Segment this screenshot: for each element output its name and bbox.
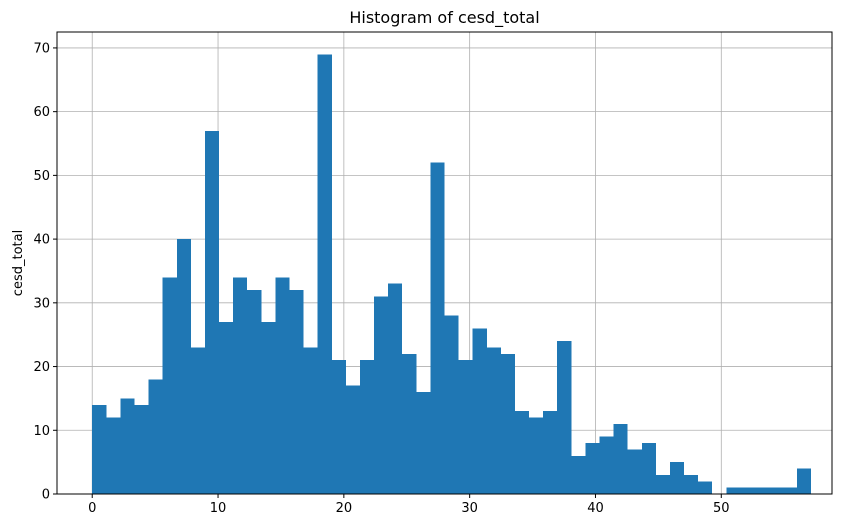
histogram-bar xyxy=(430,162,445,495)
y-axis-label: cesd_total xyxy=(11,230,26,296)
histogram-bar xyxy=(120,398,135,494)
histogram-bars xyxy=(92,54,811,495)
histogram-bar xyxy=(740,487,755,494)
histogram-bar xyxy=(500,353,515,494)
x-tick-label: 40 xyxy=(587,501,604,516)
histogram-bar xyxy=(641,443,656,494)
histogram-bar xyxy=(726,487,741,494)
histogram-bar xyxy=(486,347,501,494)
histogram-bar xyxy=(557,341,572,494)
histogram-bar xyxy=(585,443,600,494)
histogram-bar xyxy=(754,487,769,494)
x-axis-ticks: 0 10 20 30 40 50 xyxy=(88,494,730,516)
histogram-bar xyxy=(458,360,473,494)
x-tick-label: 20 xyxy=(336,501,353,516)
histogram-bar xyxy=(247,290,262,494)
histogram-bar xyxy=(92,404,107,494)
histogram-bar xyxy=(176,239,191,494)
histogram-bar xyxy=(698,481,713,494)
histogram-bar xyxy=(204,130,220,495)
histogram-bar xyxy=(402,353,417,494)
histogram-bar xyxy=(331,360,346,494)
histogram-bar xyxy=(472,328,487,494)
x-tick-label: 30 xyxy=(461,501,478,516)
y-tick-label: 10 xyxy=(33,424,50,439)
y-tick-label: 70 xyxy=(33,41,50,56)
histogram-bar xyxy=(374,296,389,494)
histogram-bar xyxy=(444,315,459,494)
x-tick-label: 10 xyxy=(210,501,227,516)
y-tick-label: 20 xyxy=(33,360,50,375)
y-tick-label: 50 xyxy=(33,169,50,184)
histogram-bar xyxy=(233,277,248,494)
histogram-bar xyxy=(289,290,304,494)
histogram-bar xyxy=(388,283,403,494)
histogram-bar xyxy=(317,54,332,495)
histogram-bar xyxy=(416,392,431,494)
histogram-bar xyxy=(275,277,290,494)
histogram-bar xyxy=(669,462,685,494)
histogram-bar xyxy=(148,379,163,494)
y-tick-label: 0 xyxy=(42,488,50,503)
histogram-bar xyxy=(543,411,558,494)
histogram-bar xyxy=(655,474,670,494)
histogram-bar xyxy=(529,417,544,494)
histogram-bar xyxy=(106,417,121,494)
histogram-bar xyxy=(134,404,149,494)
histogram-bar xyxy=(627,449,642,494)
histogram-bar xyxy=(303,347,318,494)
histogram-bar xyxy=(219,321,234,494)
chart-title: Histogram of cesd_total xyxy=(349,8,539,28)
histogram-bar xyxy=(345,385,360,494)
histogram-bar xyxy=(768,487,783,494)
y-axis-ticks: 0 10 20 30 40 50 60 70 xyxy=(33,41,57,503)
y-tick-label: 30 xyxy=(33,296,50,311)
x-tick-label: 0 xyxy=(88,501,96,516)
plot-frame xyxy=(56,31,833,495)
histogram-bar xyxy=(261,321,276,494)
histogram-bar xyxy=(359,360,375,494)
histogram-bar xyxy=(684,474,699,494)
histogram-bar xyxy=(599,436,614,494)
histogram-bar xyxy=(162,277,177,494)
histogram-bar xyxy=(613,423,628,494)
y-tick-label: 60 xyxy=(33,105,50,120)
histogram-bar xyxy=(514,411,530,494)
histogram-bar xyxy=(782,487,797,494)
x-tick-label: 50 xyxy=(713,501,730,516)
histogram-bar xyxy=(571,455,586,494)
y-tick-label: 40 xyxy=(33,233,50,248)
histogram-bar xyxy=(190,347,205,494)
histogram-bar xyxy=(796,468,811,494)
